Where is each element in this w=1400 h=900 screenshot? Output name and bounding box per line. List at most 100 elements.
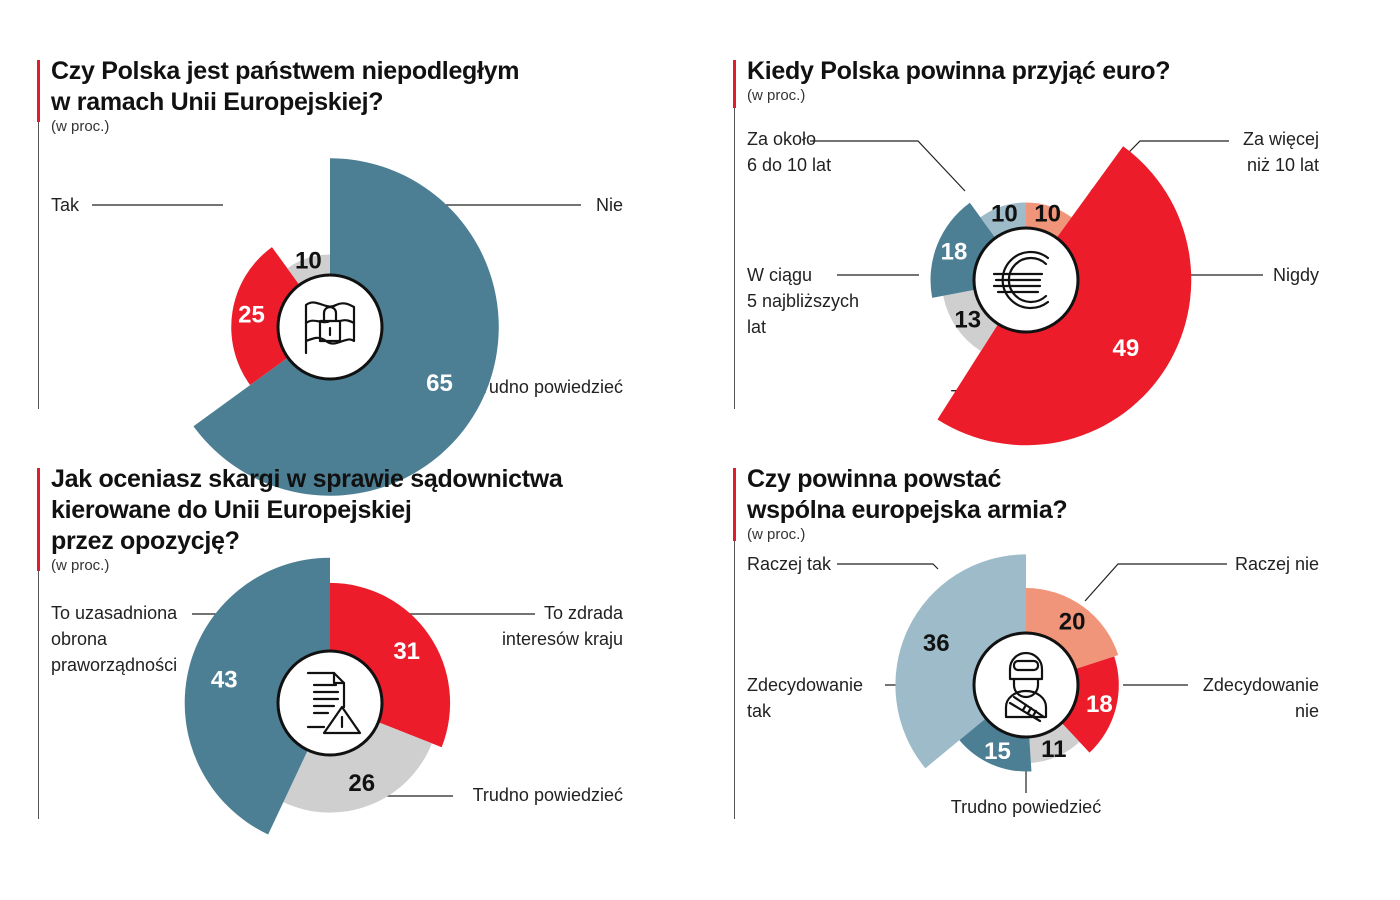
category-label-line: To zdrada [544,603,624,623]
accent-bar [37,468,40,571]
category-label-line: Trudno powiedzieć [951,797,1101,817]
category-label-line: Trudno powiedzieć [473,785,623,805]
value-label: 11 [1041,736,1066,763]
title-line: Czy Polska jest państwem niepodległym [51,57,520,85]
category-label-line: Za około [747,129,816,149]
value-label: 18 [941,238,968,265]
polar-chart: Tak Nie Trudno powiedzieć 65 25 10 [51,158,623,496]
title-line: Czy powinna powstać [747,465,1002,493]
panel-rule [734,108,735,409]
panel-euro: Kiedy Polska powinna przyjąć euro? (w pr… [733,55,1373,446]
title-line: wspólna europejska armia? [747,496,1068,524]
center-circle [972,631,1080,739]
accent-bar [733,468,736,541]
unit-label: (w proc.) [747,87,806,104]
panel-independence: Czy Polska jest państwem niepodległym w … [37,55,677,496]
category-label-line: Zdecydowanie [747,675,863,695]
category-label: Tak [51,195,80,215]
category-label: Nigdy [1273,265,1319,285]
accent-bar [733,60,736,108]
unit-label: (w proc.) [747,526,806,543]
value-label: 43 [211,666,238,693]
value-label: 10 [991,200,1018,227]
value-labels: 20 18 11 15 36 [923,609,1113,765]
panel-rule [38,122,39,409]
category-label: Nie [596,195,623,215]
category-label: Zdecydowanie nie [1203,675,1319,721]
category-label-line: W ciągu [747,265,812,285]
euro-icon [992,250,1050,310]
category-label-line: Za więcej [1243,129,1319,149]
category-label-line: 5 najbliższych [747,291,859,311]
category-label: Zdecydowanie tak [747,675,863,721]
value-label: 20 [1059,609,1086,636]
value-labels: 10 49 13 18 10 [941,200,1140,361]
category-label-line: nie [1295,701,1319,721]
category-label-line: To uzasadniona [51,603,178,623]
leader-line [837,563,939,570]
value-label: 10 [295,247,322,274]
category-label-line: tak [747,701,772,721]
category-labels: Raczej nie Zdecydowanie nie Trudno powiedzi… [747,554,1319,817]
category-label: Trudno powiedzieć [473,785,623,805]
value-label: 18 [1086,691,1113,718]
slice [895,554,1026,769]
category-label: To zdrada interesów kraju [502,603,624,649]
unit-label: (w proc.) [51,118,110,135]
category-label-line: Zdecydowanie [1203,675,1319,695]
category-label-line: praworządności [51,655,177,675]
value-label: 36 [923,630,950,657]
value-label: 65 [426,370,453,397]
value-label: 15 [984,738,1011,765]
document-warning-icon [306,671,362,735]
chart-title: Czy powinna powstać wspólna europejska a… [747,464,1068,526]
value-label: 31 [393,638,420,665]
polar-chart: To zdrada interesów kraju Trudno powiedzie… [51,557,624,835]
chart-title: Jak oceniasz skargi w sprawie sądownictw… [51,464,563,557]
value-label: 25 [238,302,265,329]
unit-label: (w proc.) [51,557,110,574]
polar-chart: Raczej nie Zdecydowanie nie Trudno powiedzi… [747,554,1319,817]
chart-title: Czy Polska jest państwem niepodległym w … [51,56,520,118]
category-label: Za więcej niż 10 lat [1243,129,1319,175]
panel-judiciary: Jak oceniasz skargi w sprawie sądownictw… [37,463,677,835]
category-label-line: niż 10 lat [1247,155,1319,175]
category-label-line: lat [747,317,766,337]
title-line: Jak oceniasz skargi w sprawie sądownictw… [51,465,563,493]
panel-rule [38,571,39,819]
category-label-line: Raczej nie [1235,554,1319,574]
soldier-icon [1004,651,1048,723]
value-label: 49 [1112,335,1139,362]
title-line: przez opozycję? [51,527,240,555]
category-label-line: interesów kraju [502,629,623,649]
category-label-line: Tak [51,195,80,215]
flag-padlock-icon [304,301,356,355]
title-line: Kiedy Polska powinna przyjąć euro? [747,57,1171,85]
title-line: kierowane do Unii Europejskiej [51,496,412,524]
value-labels: 65 25 10 [238,247,453,396]
category-label-line: obrona [51,629,108,649]
panel-army: Czy powinna powstać wspólna europejska a… [733,463,1373,823]
accent-bar [37,60,40,122]
slice [184,557,330,835]
category-label: Za około 6 do 10 lat [747,129,831,175]
category-label-line: Raczej tak [747,554,832,574]
value-labels: 31 26 43 [211,638,420,797]
chart-title: Kiedy Polska powinna przyjąć euro? [747,56,1171,87]
panel-rule [734,541,735,819]
value-label: 10 [1034,200,1061,227]
category-label: W ciągu 5 najbliższych lat [747,265,859,337]
value-label: 26 [348,770,375,797]
category-label: Raczej tak [747,554,832,574]
center-circle [276,649,384,757]
leader-line [810,140,966,192]
category-label-line: Trudno powiedzieć [473,377,623,397]
category-label-line: 6 do 10 lat [747,155,831,175]
category-label: Trudno powiedzieć [473,377,623,397]
leader-line [1084,563,1227,602]
category-label-line: Nigdy [1273,265,1319,285]
category-label-line: Nie [596,195,623,215]
title-line: w ramach Unii Europejskiej? [51,88,384,116]
value-label: 13 [954,307,981,334]
